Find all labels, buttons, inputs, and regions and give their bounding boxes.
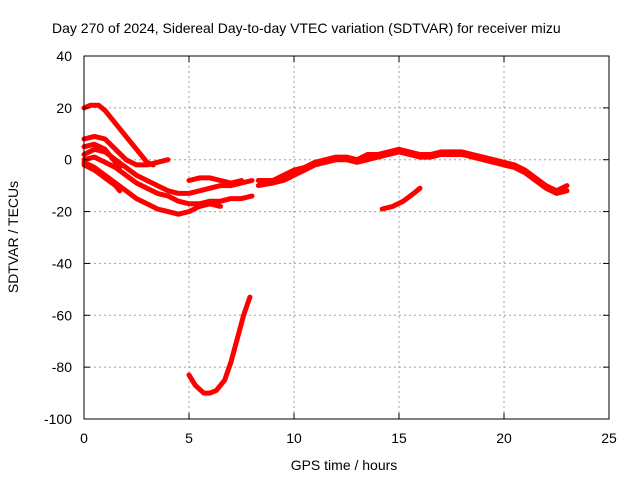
- series-trace-10: [255, 146, 570, 194]
- y-tick-label: -100: [44, 411, 72, 427]
- x-tick-label: 25: [601, 430, 617, 446]
- series-trace-5: [81, 154, 255, 207]
- y-tick-label: 0: [64, 152, 72, 168]
- series-trace-1: [81, 102, 156, 168]
- y-tick-label: -80: [52, 359, 72, 375]
- x-tick-label: 0: [80, 430, 88, 446]
- ticks: 0 5 10 15 20 25 -100 -80 -60 -40 -20 0 20 40: [44, 48, 617, 446]
- y-tick-label: 20: [56, 100, 72, 116]
- y-axis-label: SDTVAR / TECUs: [5, 181, 21, 293]
- series-trace-7: [81, 162, 123, 194]
- x-tick-label: 10: [286, 430, 302, 446]
- x-tick-label: 15: [391, 430, 407, 446]
- series-trace-2: [81, 133, 171, 168]
- y-tick-label: -20: [52, 204, 72, 220]
- plot-frame: [83, 55, 610, 420]
- y-tick-label: -40: [52, 255, 72, 271]
- y-tick-label: 40: [56, 48, 72, 64]
- x-tick-label: 5: [185, 430, 193, 446]
- grid: [84, 56, 609, 419]
- series-trace-4: [81, 146, 255, 196]
- y-tick-label: -60: [52, 307, 72, 323]
- series-layer: [81, 102, 570, 396]
- x-tick-label: 20: [496, 430, 512, 446]
- chart-title: Day 270 of 2024, Sidereal Day-to-day VTE…: [52, 20, 561, 36]
- series-trace-8: [186, 175, 244, 186]
- x-axis-label: GPS time / hours: [291, 457, 398, 473]
- series-trace-12: [186, 294, 253, 396]
- series-trace-11: [379, 185, 423, 212]
